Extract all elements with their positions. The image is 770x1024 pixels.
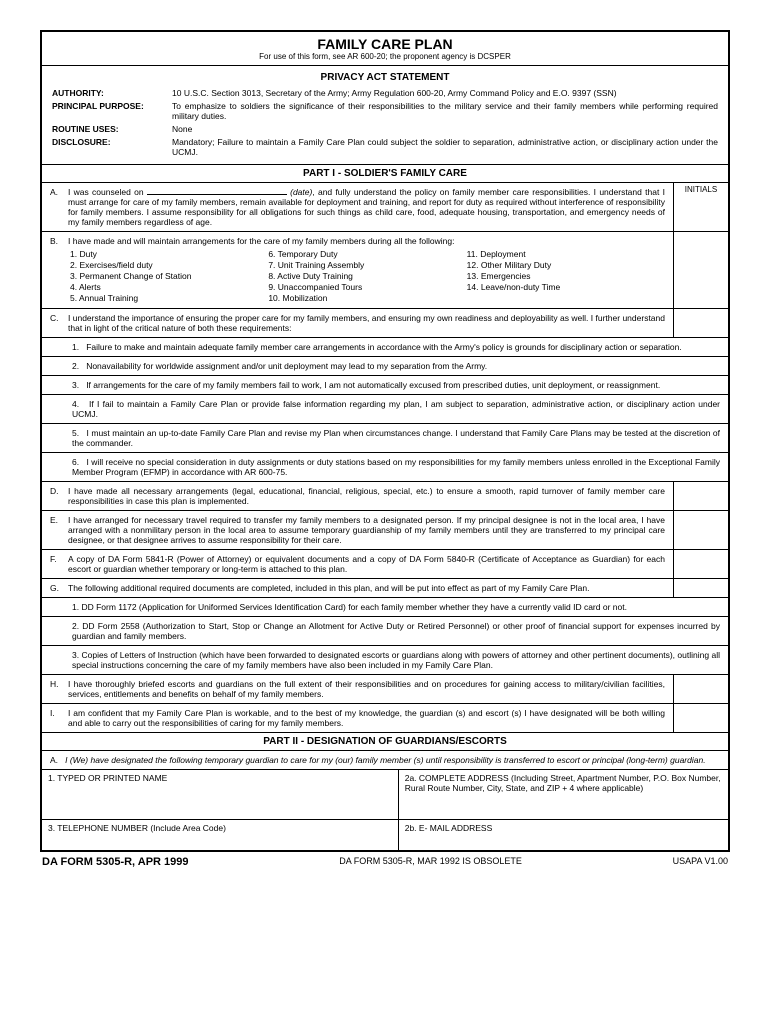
row-c: C.I understand the importance of ensurin… (42, 309, 728, 338)
footer-center: DA FORM 5305-R, MAR 1992 IS OBSOLETE (339, 856, 522, 868)
b-col3: 11. Deployment 12. Other Military Duty 1… (467, 248, 665, 304)
letter-a: A. (50, 187, 68, 197)
footer-left: DA FORM 5305-R, APR 1999 (42, 856, 189, 868)
initials-b[interactable] (673, 232, 728, 308)
row-b: B.I have made and will maintain arrangem… (42, 232, 728, 309)
letter-g: G. (50, 583, 68, 593)
footer-right: USAPA V1.00 (673, 856, 728, 868)
row-c1: 1. Failure to make and maintain adequate… (42, 338, 728, 357)
item-i-text: I am confident that my Family Care Plan … (68, 708, 665, 728)
item-c-text: I understand the importance of ensuring … (68, 313, 665, 333)
item-e-text: I have arranged for necessary travel req… (68, 515, 665, 545)
row-c4: 4. If I fail to maintain a Family Care P… (42, 395, 728, 424)
addr-cell[interactable]: 2a. COMPLETE ADDRESS (Including Street, … (399, 770, 728, 820)
initials-g[interactable] (673, 579, 728, 597)
initials-c[interactable] (673, 309, 728, 337)
letter-e: E. (50, 515, 68, 525)
form-title: FAMILY CARE PLAN (42, 36, 728, 52)
row-g3: 3. Copies of Letters of Instruction (whi… (42, 646, 728, 675)
footer: DA FORM 5305-R, APR 1999 DA FORM 5305-R,… (40, 852, 730, 868)
letter-b: B. (50, 236, 68, 246)
b-list: 1. Duty 2. Exercises/field duty 3. Perma… (50, 248, 665, 304)
initials-d[interactable] (673, 482, 728, 510)
item-a-text: I was counseled on (date), and fully und… (68, 187, 665, 227)
routine-text: None (172, 124, 718, 134)
row-h: H.I have thoroughly briefed escorts and … (42, 675, 728, 704)
b-col1: 1. Duty 2. Exercises/field duty 3. Perma… (70, 248, 268, 304)
row-g2: 2. DD Form 2558 (Authorization to Start,… (42, 617, 728, 646)
row-c5: 5. I must maintain an up-to-date Family … (42, 424, 728, 453)
purpose-text: To emphasize to soldiers the significanc… (172, 101, 718, 121)
letter-i: I. (50, 708, 68, 718)
row-a: A.I was counseled on (date), and fully u… (42, 183, 728, 232)
row-i: I.I am confident that my Family Care Pla… (42, 704, 728, 733)
initials-h[interactable] (673, 675, 728, 703)
row-g1: 1. DD Form 1172 (Application for Uniform… (42, 598, 728, 617)
authority-text: 10 U.S.C. Section 3013, Secretary of the… (172, 88, 718, 98)
row-d: D.I have made all necessary arrangements… (42, 482, 728, 511)
letter-h: H. (50, 679, 68, 689)
letter-f: F. (50, 554, 68, 564)
row-c3: 3. If arrangements for the care of my fa… (42, 376, 728, 395)
date-blank[interactable] (147, 194, 287, 195)
initials-header: INITIALS (673, 183, 728, 231)
part2-a: A. I (We) have designated the following … (42, 751, 728, 770)
routine-label: ROUTINE USES: (52, 124, 172, 134)
item-b-text: I have made and will maintain arrangemen… (68, 236, 665, 246)
item-f-text: A copy of DA Form 5841-R (Power of Attor… (68, 554, 665, 574)
letter-c: C. (50, 313, 68, 323)
authority-label: AUTHORITY: (52, 88, 172, 98)
name-cell[interactable]: 1. TYPED OR PRINTED NAME (42, 770, 398, 820)
disclosure-text: Mandatory; Failure to maintain a Family … (172, 137, 718, 157)
initials-f[interactable] (673, 550, 728, 578)
row-c2: 2. Nonavailability for worldwide assignm… (42, 357, 728, 376)
item-d-text: I have made all necessary arrangements (… (68, 486, 665, 506)
row-e: E.I have arranged for necessary travel r… (42, 511, 728, 550)
privacy-section: PRIVACY ACT STATEMENT AUTHORITY: 10 U.S.… (42, 66, 728, 165)
letter-d: D. (50, 486, 68, 496)
title-section: FAMILY CARE PLAN For use of this form, s… (42, 32, 728, 66)
item-g-text: The following additional required docume… (68, 583, 665, 593)
privacy-heading: PRIVACY ACT STATEMENT (52, 70, 718, 85)
purpose-label: PRINCIPAL PURPOSE: (52, 101, 172, 121)
disclosure-label: DISCLOSURE: (52, 137, 172, 157)
initials-i[interactable] (673, 704, 728, 732)
row-f: F.A copy of DA Form 5841-R (Power of Att… (42, 550, 728, 579)
row-g: G.The following additional required docu… (42, 579, 728, 598)
part2-heading: PART II - DESIGNATION OF GUARDIANS/ESCOR… (42, 733, 728, 751)
part1-heading: PART I - SOLDIER'S FAMILY CARE (42, 165, 728, 183)
email-cell[interactable]: 2b. E- MAIL ADDRESS (399, 820, 728, 850)
initials-e[interactable] (673, 511, 728, 549)
form-subtitle: For use of this form, see AR 600-20; the… (42, 52, 728, 61)
b-col2: 6. Temporary Duty 7. Unit Training Assem… (268, 248, 466, 304)
row-c6: 6. I will receive no special considerati… (42, 453, 728, 482)
item-h-text: I have thoroughly briefed escorts and gu… (68, 679, 665, 699)
part2-grid: 1. TYPED OR PRINTED NAME 3. TELEPHONE NU… (42, 770, 728, 850)
tel-cell[interactable]: 3. TELEPHONE NUMBER (Include Area Code) (42, 820, 398, 850)
form-container: FAMILY CARE PLAN For use of this form, s… (40, 30, 730, 852)
